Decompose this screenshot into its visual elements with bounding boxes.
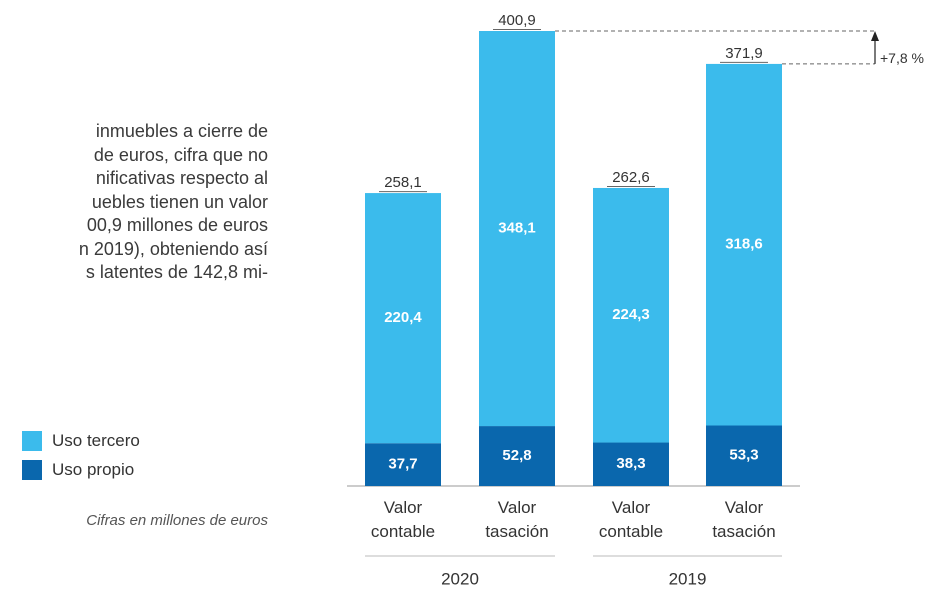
- value-label: 318,6: [725, 236, 763, 253]
- bar-segment: [593, 187, 669, 443]
- value-label: 52,8: [502, 447, 531, 464]
- x-tick-label: Valor tasación: [712, 498, 776, 541]
- text-line: n 2019), obteniendo así: [78, 238, 268, 259]
- text-line: de euros, cifra que no: [93, 144, 268, 165]
- annotation: +7,8 %: [880, 50, 924, 66]
- legend-label: Uso tercero: [52, 431, 140, 450]
- text-line: 00,9 millones de euros: [86, 215, 268, 235]
- total-label: 262,6: [612, 169, 650, 186]
- value-label: 53,3: [729, 447, 758, 464]
- x-tick-label: Valor contable: [598, 498, 664, 541]
- text-line: nificativas respecto al: [95, 168, 268, 188]
- bar-segment: [706, 63, 782, 426]
- text-line: uebles tienen un valor: [91, 191, 268, 212]
- arrow-head: [871, 31, 879, 41]
- legend-swatch: [22, 431, 42, 451]
- bar-segment: [479, 31, 555, 427]
- legend-swatch: [22, 460, 42, 480]
- group-label: 2020: [441, 569, 479, 588]
- bar-segment: [479, 426, 555, 486]
- bar-segment: [593, 442, 669, 486]
- text-line: inmuebles a cierre de: [95, 121, 268, 141]
- value-label: 348,1: [498, 220, 536, 237]
- value-label: 224,3: [612, 306, 650, 323]
- value-label: 38,3: [616, 455, 645, 472]
- text-line: s latentes de 142,8 mi-: [85, 262, 268, 282]
- total-label: 258,1: [384, 174, 422, 191]
- total-label: 371,9: [725, 45, 763, 62]
- total-label: 400,9: [498, 12, 536, 29]
- bar-segment: [706, 425, 782, 486]
- body-text: inmuebles a cierre de de euros, cifra que…: [0, 120, 268, 285]
- value-label: 220,4: [384, 309, 422, 326]
- bar-segment: [365, 193, 441, 444]
- x-tick-label: Valor contable: [370, 498, 436, 541]
- group-label: 2019: [669, 569, 707, 588]
- value-label: 37,7: [388, 456, 417, 473]
- x-tick-label: Valor tasación: [485, 498, 549, 541]
- bar-segment: [365, 443, 441, 486]
- note: Cifras en millones de euros: [86, 512, 268, 529]
- legend-label: Uso propio: [52, 460, 135, 479]
